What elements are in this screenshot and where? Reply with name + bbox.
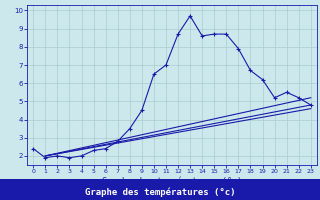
X-axis label: Graphe des températures (°c): Graphe des températures (°c) [102, 177, 242, 186]
Text: Graphe des températures (°c): Graphe des températures (°c) [85, 188, 235, 197]
